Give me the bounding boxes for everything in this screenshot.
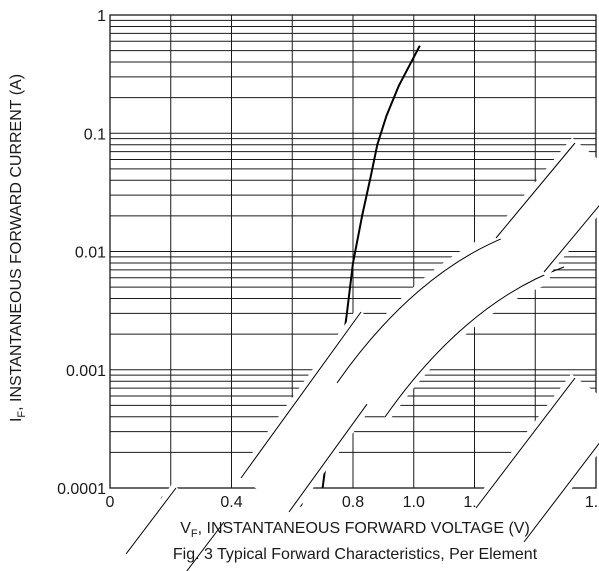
plot-border	[109, 14, 597, 489]
y-tick-label: 0.001	[66, 363, 106, 380]
x-tick-label: 0.8	[342, 494, 364, 511]
watermark	[122, 137, 599, 571]
y-tick-label: 0.01	[75, 245, 106, 262]
y-tick-label: 1	[97, 8, 106, 25]
x-tick-label: 1.0	[403, 494, 425, 511]
y-tick-label: 0.0001	[57, 481, 106, 498]
x-tick-label: 0	[106, 494, 115, 511]
plot-frame	[109, 14, 597, 489]
y-tick-labels: 0.0001 0.001 0.01 0.1 1	[57, 8, 106, 498]
x-tick-label: 0.4	[220, 494, 242, 511]
chart-caption: Fig. 3 Typical Forward Characteristics, …	[173, 546, 538, 563]
y-axis-label: IF, INSTANTANEOUS FORWARD CURRENT (A)	[8, 74, 28, 422]
y-tick-label: 0.1	[84, 126, 106, 143]
x-tick-label: 1.6	[585, 494, 599, 511]
x-axis-label: VF, INSTANTANEOUS FORWARD VOLTAGE (V)	[180, 520, 530, 540]
